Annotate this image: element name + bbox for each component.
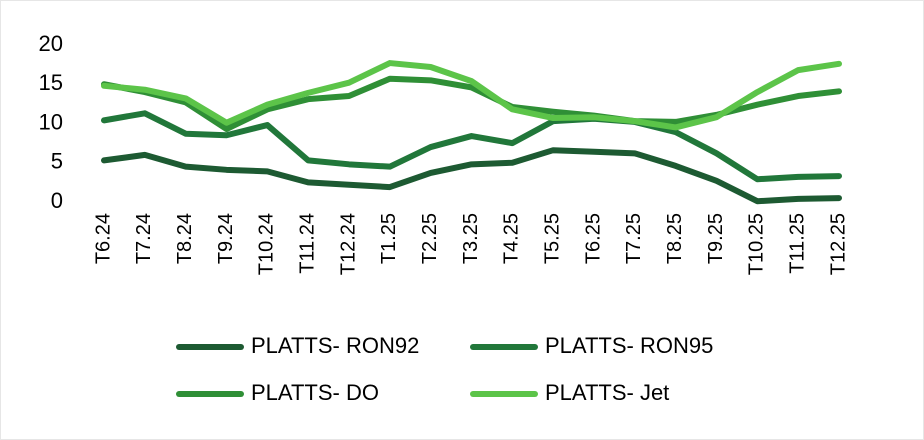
x-tick-label: T2.25 — [419, 213, 441, 264]
series-line — [101, 60, 842, 131]
x-tick-label: T3.25 — [460, 213, 482, 264]
x-tick-label: T9.24 — [215, 213, 237, 264]
y-tick-label: 15 — [39, 70, 63, 95]
series-line — [101, 147, 842, 205]
legend-label: PLATTS- Jet — [545, 380, 669, 405]
x-tick-label: T4.25 — [501, 213, 523, 264]
legend-label: PLATTS- DO — [251, 380, 379, 405]
x-tick-label: T7.25 — [623, 213, 645, 264]
series-line — [101, 75, 842, 132]
y-tick-label: 20 — [39, 31, 63, 56]
y-tick-label: 0 — [51, 188, 63, 213]
x-tick-label: T10.24 — [256, 213, 278, 275]
series-line — [101, 110, 842, 183]
x-tick-label: T7.24 — [133, 213, 155, 264]
x-tick-label: T6.25 — [582, 213, 604, 264]
x-tick-label: T1.25 — [378, 213, 400, 264]
legend-label: PLATTS- RON92 — [251, 333, 419, 358]
x-tick-label: T8.24 — [174, 213, 196, 264]
x-tick-label: T10.25 — [746, 213, 768, 275]
legend-label: PLATTS- RON95 — [545, 333, 713, 358]
y-tick-label: 5 — [51, 149, 63, 174]
x-tick-label: T12.25 — [827, 213, 849, 275]
x-tick-label: T11.24 — [296, 213, 318, 274]
y-tick-label: 10 — [39, 109, 63, 134]
x-tick-label: T11.25 — [786, 213, 808, 274]
x-tick-label: T8.25 — [664, 213, 686, 264]
x-tick-label: T5.25 — [541, 213, 563, 264]
x-tick-label: T12.24 — [337, 213, 359, 275]
x-tick-label: T9.25 — [705, 213, 727, 264]
x-tick-label: T6.24 — [92, 213, 114, 264]
